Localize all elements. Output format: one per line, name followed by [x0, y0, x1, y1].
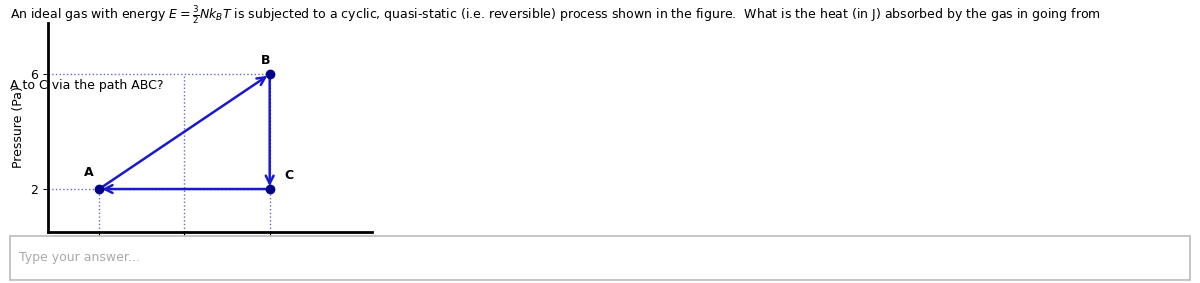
- Text: B: B: [260, 54, 270, 67]
- Text: A: A: [84, 166, 94, 179]
- Text: Type your answer...: Type your answer...: [19, 251, 140, 264]
- Text: An ideal gas with energy $E = \frac{3}{2}Nk_BT$ is subjected to a cyclic, quasi-: An ideal gas with energy $E = \frac{3}{2…: [10, 4, 1100, 26]
- Y-axis label: Pressure (Pa): Pressure (Pa): [12, 86, 25, 168]
- Text: A to C via the path ABC?: A to C via the path ABC?: [10, 79, 163, 92]
- Text: C: C: [284, 169, 293, 182]
- FancyBboxPatch shape: [10, 236, 1190, 280]
- X-axis label: Volume (m³): Volume (m³): [167, 260, 253, 273]
